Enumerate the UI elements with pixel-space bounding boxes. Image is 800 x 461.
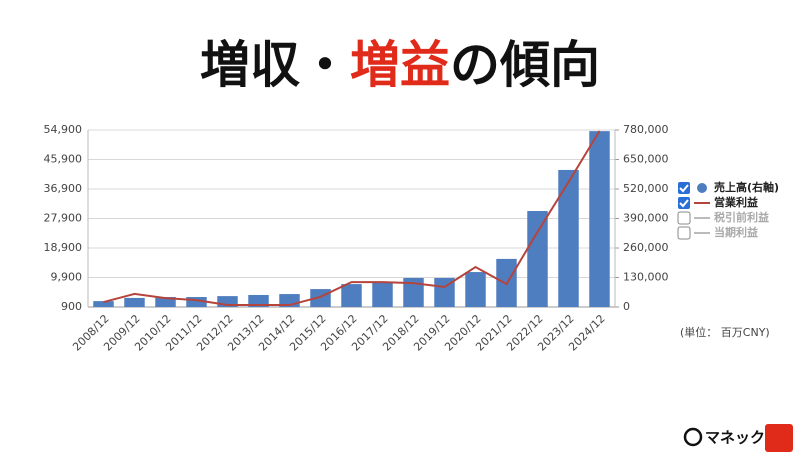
- y2-tick-label: 650,000: [623, 153, 669, 166]
- legend-checkbox: [677, 211, 691, 225]
- bar: [186, 297, 207, 307]
- title-part: 増収・: [200, 36, 350, 94]
- legend-check: [679, 199, 689, 208]
- brand-logo: マネックス: [683, 424, 793, 452]
- title-part: 増益: [350, 36, 450, 94]
- y2-tick-label: 390,000: [623, 212, 669, 225]
- legend-swatch: [697, 183, 707, 193]
- bar: [403, 277, 424, 307]
- y-tick-label: 36,900: [44, 182, 83, 195]
- title-part: の傾向: [450, 36, 600, 94]
- bar: [124, 297, 145, 307]
- y2-tick-label: 520,000: [623, 182, 669, 195]
- line: [103, 130, 601, 307]
- legend-label: 税引前利益: [714, 210, 769, 224]
- bar: [155, 297, 176, 307]
- bar: [558, 169, 579, 307]
- bar: [93, 301, 114, 307]
- y-tick-label: 45,900: [44, 153, 83, 166]
- bar: [341, 284, 362, 307]
- unit-note: (単位： 百万CNY): [680, 325, 770, 339]
- y2-tick-label: 0: [623, 300, 630, 313]
- y2-tick-label: 130,000: [623, 271, 669, 284]
- legend-check: [679, 184, 689, 193]
- brand-name: マネックス: [705, 429, 780, 447]
- y2-tick-label: 780,000: [623, 123, 669, 136]
- bar: [465, 272, 486, 307]
- bar: [248, 294, 269, 307]
- bar: [589, 131, 610, 307]
- legend-label: 営業利益: [714, 195, 758, 209]
- bar: [217, 296, 238, 307]
- logo-icon: [683, 427, 703, 447]
- y-tick-label: 9,900: [51, 271, 83, 284]
- y-tick-label: 900: [61, 300, 82, 313]
- legend-label: 当期利益: [714, 225, 758, 239]
- y-tick-label: 18,900: [44, 241, 83, 254]
- y-tick-label: 27,900: [44, 212, 83, 225]
- bar: [434, 277, 455, 307]
- legend-checkbox: [678, 197, 690, 209]
- legend-label: 売上高(右軸): [714, 180, 779, 194]
- legend-checkbox: [678, 182, 690, 194]
- bar: [372, 282, 393, 307]
- y-tick-label: 54,900: [44, 123, 83, 136]
- logo-stamp: [765, 424, 793, 452]
- chart-title: 増収・増益の傾向: [200, 36, 600, 94]
- y2-tick-label: 260,000: [623, 241, 669, 254]
- legend-checkbox: [677, 226, 691, 240]
- bar: [527, 211, 548, 307]
